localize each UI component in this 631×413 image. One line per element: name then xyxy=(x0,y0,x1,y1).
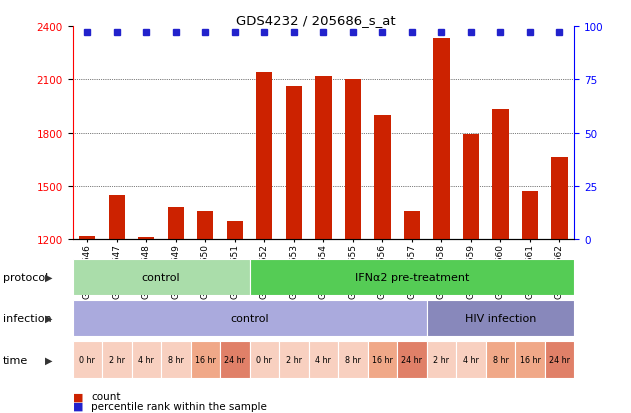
Text: ▶: ▶ xyxy=(45,355,53,365)
Text: protocol: protocol xyxy=(3,272,49,282)
Bar xyxy=(338,342,368,378)
Bar xyxy=(463,135,479,240)
Text: GDS4232 / 205686_s_at: GDS4232 / 205686_s_at xyxy=(236,14,395,27)
Text: 24 hr: 24 hr xyxy=(401,355,422,364)
Text: time: time xyxy=(3,355,28,365)
Text: ▶: ▶ xyxy=(45,272,53,282)
Text: percentile rank within the sample: percentile rank within the sample xyxy=(91,401,268,411)
Bar xyxy=(551,158,567,240)
Bar xyxy=(286,87,302,240)
Bar xyxy=(198,211,213,240)
Bar xyxy=(486,342,515,378)
Bar xyxy=(168,208,184,240)
Bar xyxy=(220,342,250,378)
Text: 8 hr: 8 hr xyxy=(493,355,509,364)
Text: ▶: ▶ xyxy=(45,313,53,323)
Text: ■: ■ xyxy=(73,401,83,411)
Text: 16 hr: 16 hr xyxy=(195,355,216,364)
Bar xyxy=(250,342,279,378)
Bar xyxy=(309,342,338,378)
Bar xyxy=(522,192,538,240)
Bar xyxy=(161,342,191,378)
Bar xyxy=(374,116,391,240)
Bar xyxy=(515,342,545,378)
Text: control: control xyxy=(142,272,180,282)
Text: 4 hr: 4 hr xyxy=(316,355,331,364)
Bar xyxy=(73,259,250,295)
Bar xyxy=(492,110,509,240)
Text: 2 hr: 2 hr xyxy=(433,355,449,364)
Text: 2 hr: 2 hr xyxy=(109,355,125,364)
Bar xyxy=(316,76,331,240)
Bar xyxy=(138,238,155,240)
Bar xyxy=(427,342,456,378)
Bar xyxy=(456,342,486,378)
Text: control: control xyxy=(230,313,269,323)
Bar xyxy=(102,342,132,378)
Text: 8 hr: 8 hr xyxy=(345,355,361,364)
Bar xyxy=(404,211,420,240)
Bar xyxy=(433,39,449,240)
Text: count: count xyxy=(91,392,121,401)
Bar xyxy=(256,73,273,240)
Text: 2 hr: 2 hr xyxy=(286,355,302,364)
Bar xyxy=(279,342,309,378)
Bar xyxy=(545,342,574,378)
Text: infection: infection xyxy=(3,313,52,323)
Bar xyxy=(80,237,95,240)
Bar xyxy=(397,342,427,378)
Bar xyxy=(109,195,125,240)
Bar xyxy=(368,342,397,378)
Bar xyxy=(427,300,574,337)
Bar xyxy=(73,342,102,378)
Text: 16 hr: 16 hr xyxy=(372,355,393,364)
Bar xyxy=(73,300,427,337)
Text: 16 hr: 16 hr xyxy=(519,355,540,364)
Text: 0 hr: 0 hr xyxy=(80,355,95,364)
Text: 24 hr: 24 hr xyxy=(225,355,245,364)
Bar xyxy=(132,342,161,378)
Bar xyxy=(345,80,361,240)
Text: 4 hr: 4 hr xyxy=(463,355,479,364)
Text: 24 hr: 24 hr xyxy=(549,355,570,364)
Text: HIV infection: HIV infection xyxy=(465,313,536,323)
Text: 8 hr: 8 hr xyxy=(168,355,184,364)
Text: IFNα2 pre-treatment: IFNα2 pre-treatment xyxy=(355,272,469,282)
Text: 4 hr: 4 hr xyxy=(138,355,154,364)
Bar xyxy=(227,222,243,240)
Text: ■: ■ xyxy=(73,392,83,401)
Text: 0 hr: 0 hr xyxy=(256,355,273,364)
Bar xyxy=(250,259,574,295)
Bar xyxy=(191,342,220,378)
